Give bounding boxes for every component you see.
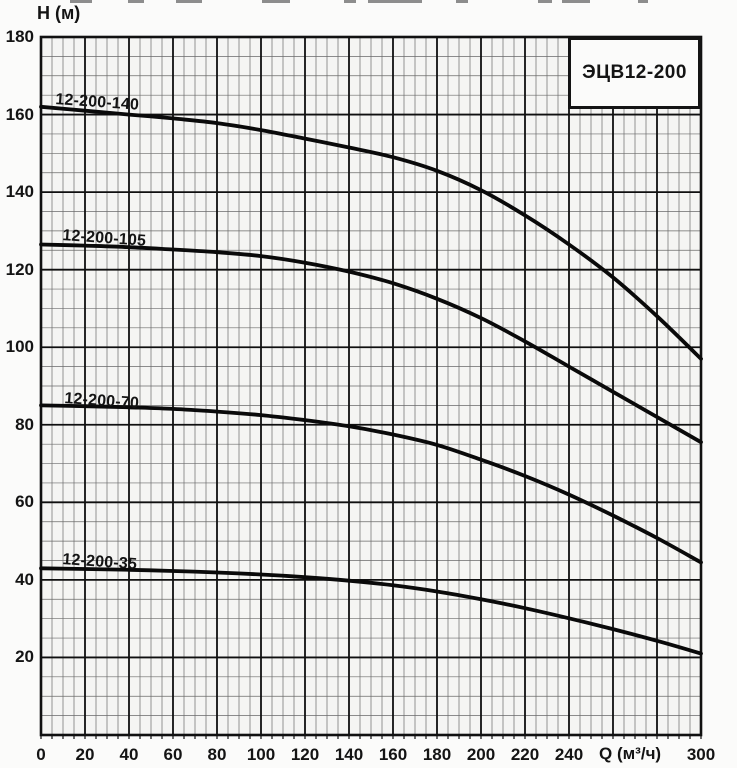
plot-border	[39, 35, 703, 737]
y-tick-label-60: 60	[15, 492, 34, 512]
x-tick-label-220: 220	[510, 745, 540, 764]
pump-curves	[39, 104, 703, 656]
scan-artifact-dash	[538, 0, 552, 3]
y-tick-label-80: 80	[15, 414, 34, 434]
x-axis-title: Q (м³/ч)	[599, 744, 662, 763]
y-tick-label-160: 160	[5, 104, 34, 124]
y-tick-label-20: 20	[15, 647, 34, 667]
x-tick-label-240: 240	[554, 745, 584, 764]
x-tick-label-80: 80	[207, 745, 227, 764]
x-tick-label-120: 120	[290, 745, 320, 764]
curve-12-200-140	[39, 104, 703, 361]
curve-12-200-70	[39, 403, 703, 565]
x-tick-label-160: 160	[378, 745, 408, 764]
x-tick-label-300: 300	[686, 745, 716, 764]
scan-artifact-dash	[344, 0, 356, 3]
x-tick-label-40: 40	[119, 745, 139, 764]
x-tick-label-180: 180	[422, 745, 452, 764]
scan-artifact-dash	[128, 0, 144, 3]
y-axis-title: H (м)	[37, 3, 81, 23]
scan-artifact-dash	[70, 0, 92, 3]
scan-artifact-dash	[638, 0, 648, 3]
scan-artifact-dash	[176, 0, 202, 3]
curve-12-200-105	[39, 242, 703, 445]
scan-artifact-dash	[562, 0, 590, 3]
scan-artifact-dash	[262, 0, 290, 3]
x-tick-label-140: 140	[334, 745, 364, 764]
y-tick-label-120: 120	[5, 259, 34, 279]
y-tick-label-100: 100	[5, 337, 34, 357]
x-tick-label-100: 100	[246, 745, 276, 764]
series-family-title-box: ЭЦВ12-200	[568, 37, 701, 109]
scan-artifact-dash	[368, 0, 422, 3]
minor-gridlines	[41, 37, 701, 735]
x-tick-label-60: 60	[163, 745, 183, 764]
x-tick-label-20: 20	[75, 745, 95, 764]
x-tick-label-200: 200	[466, 745, 496, 764]
y-tick-label-40: 40	[15, 569, 34, 589]
scan-artifact-dash	[456, 0, 468, 3]
y-tick-label-140: 140	[5, 182, 34, 202]
y-tick-label-180: 180	[5, 27, 34, 46]
x-tick-label-0: 0	[36, 745, 46, 764]
curve-12-200-35	[39, 566, 703, 656]
